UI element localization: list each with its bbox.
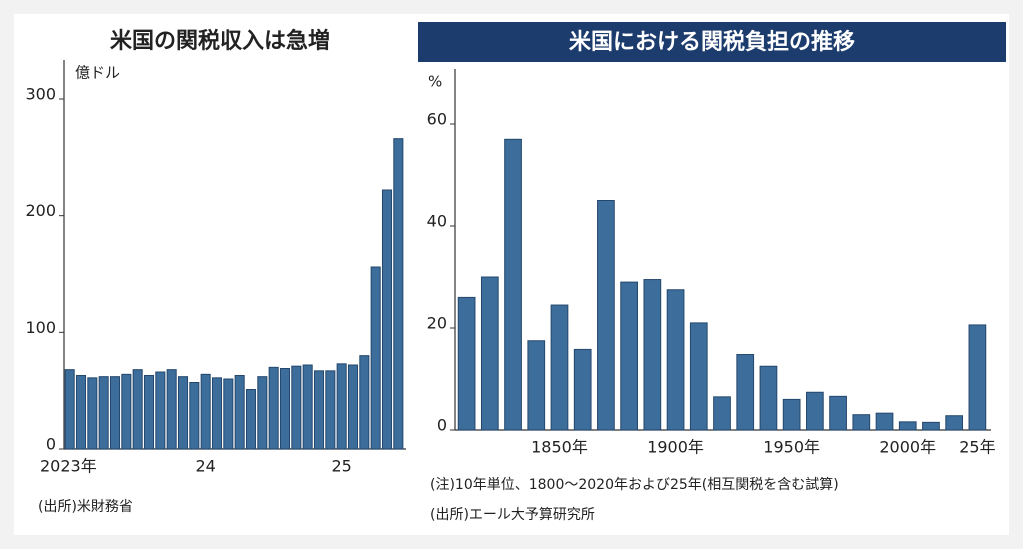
bar — [302, 364, 313, 450]
bar — [806, 391, 824, 431]
y-tick-label: 60 — [427, 110, 447, 129]
bar — [347, 364, 359, 450]
bar — [759, 365, 778, 431]
bar — [922, 421, 940, 431]
bar — [968, 324, 987, 431]
y-tick-label: 100 — [25, 318, 56, 337]
bar — [325, 370, 336, 450]
x-tick-label: 25年 — [959, 438, 995, 457]
source: (出所)エール大予算研究所 — [430, 507, 595, 523]
y-tick-label: 0 — [437, 416, 447, 435]
y-tick-label: 0 — [46, 435, 56, 454]
bar — [336, 363, 347, 450]
bar — [573, 348, 592, 431]
y-tick-label: 20 — [427, 314, 447, 333]
bar — [713, 396, 731, 431]
bar — [200, 373, 211, 450]
bar — [504, 138, 522, 431]
bar — [166, 369, 177, 450]
bar — [393, 138, 404, 450]
bar — [736, 354, 755, 431]
bar — [234, 375, 245, 450]
source: (出所)米財務省 — [38, 499, 133, 515]
x-tick-label: 2000年 — [879, 438, 936, 457]
x-tick-label: 1900年 — [647, 438, 704, 457]
bar — [177, 376, 189, 450]
chart-title: 米国における関税負担の推移 — [569, 29, 855, 55]
bar — [782, 398, 801, 431]
x-tick-label: 1950年 — [763, 438, 820, 457]
bar — [223, 378, 234, 450]
x-tick-label: 1850年 — [531, 438, 588, 457]
y-axis-label: % — [428, 73, 442, 91]
bar — [620, 281, 638, 431]
bar — [480, 276, 499, 431]
bar — [381, 189, 393, 450]
bar — [211, 377, 223, 450]
bar — [359, 355, 370, 450]
bar — [550, 304, 569, 431]
bar — [189, 382, 200, 450]
y-tick-label: 300 — [25, 85, 56, 104]
bar — [370, 266, 381, 450]
bar — [597, 200, 615, 431]
bar — [245, 389, 257, 450]
bar — [268, 366, 279, 450]
bar — [109, 376, 121, 450]
bar — [829, 395, 847, 431]
bar — [64, 369, 75, 450]
bar — [457, 296, 476, 431]
bar — [643, 279, 662, 431]
x-tick-label: 2023年 — [40, 457, 97, 476]
bar — [132, 369, 143, 450]
y-tick-label: 200 — [25, 201, 56, 220]
bar — [121, 373, 132, 450]
bar — [75, 375, 87, 450]
x-tick-label: 24 — [195, 457, 215, 476]
bar — [143, 375, 155, 450]
bar — [87, 377, 98, 450]
y-axis-label: 億ドル — [75, 64, 120, 82]
bar — [279, 368, 291, 450]
bar — [666, 289, 685, 431]
bar — [257, 376, 268, 450]
bar — [291, 365, 302, 450]
bar — [313, 370, 325, 450]
x-tick-label: 25 — [331, 457, 351, 476]
bar — [852, 414, 871, 431]
bar — [527, 340, 546, 431]
y-tick-label: 40 — [427, 212, 447, 231]
bar — [98, 376, 109, 450]
bar — [898, 421, 917, 431]
chart-title: 米国の関税収入は急増 — [110, 28, 330, 54]
bar — [945, 415, 964, 431]
bar — [875, 412, 894, 431]
title-bar — [418, 22, 1006, 62]
note: (注)10年単位、1800～2020年および25年(相互関税を含む試算) — [430, 477, 839, 493]
bar — [689, 322, 708, 431]
bar — [155, 371, 166, 450]
